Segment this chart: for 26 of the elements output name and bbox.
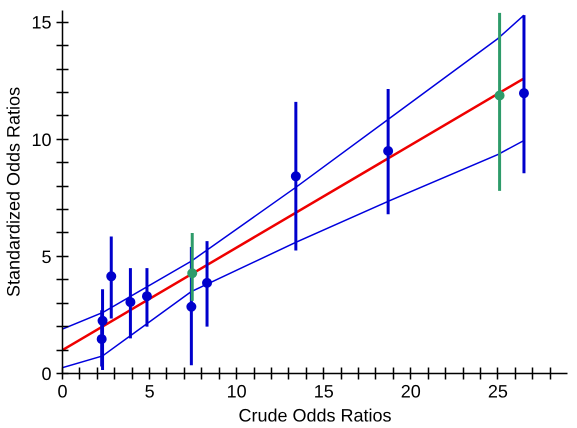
y-axis-title: Standardized Odds Ratios [3,86,24,298]
point [96,334,107,344]
point [142,291,152,302]
point [494,90,505,101]
y-tick-label: 0 [41,364,52,384]
point [186,302,196,312]
point [98,316,108,326]
x-tick-label: 10 [226,382,247,402]
x-tick-label: 15 [314,382,334,402]
x-tick-label: 25 [488,382,508,402]
point [187,268,198,278]
x-tick-label: 0 [57,382,68,402]
x-tick-label: 20 [400,382,421,402]
x-tick-label: 5 [144,382,155,402]
point [383,146,394,156]
x-axis-title: Crude Odds Ratios [238,406,392,426]
line-series [62,140,525,368]
line-series [62,14,525,330]
y-tick-label: 10 [31,130,52,150]
point [106,271,116,282]
point [125,297,136,308]
point [518,88,529,98]
y-tick-label: 5 [41,246,52,267]
point [202,278,212,288]
point [290,171,301,182]
y-tick-label: 15 [31,12,52,33]
